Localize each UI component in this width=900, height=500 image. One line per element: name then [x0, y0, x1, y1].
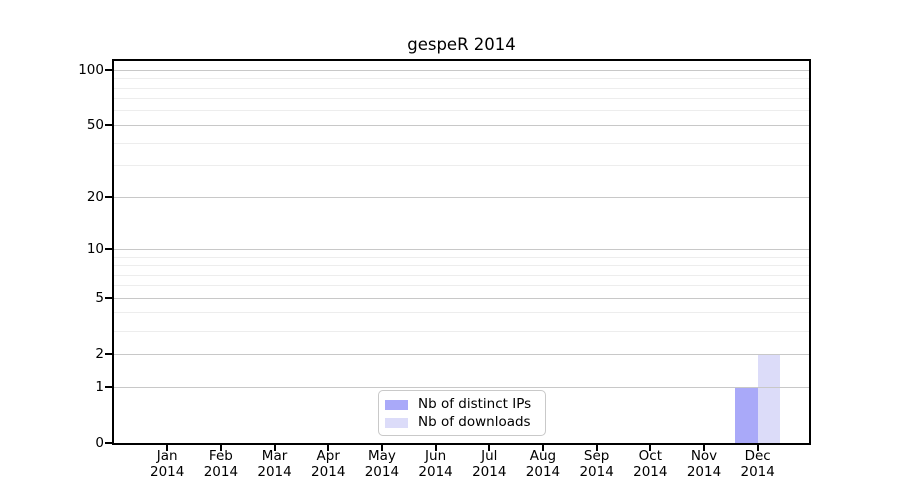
- x-tick-year: 2014: [686, 463, 722, 480]
- gridline-minor-70: [114, 98, 809, 100]
- x-tick-year: 2014: [150, 463, 185, 480]
- gridline-major-50: [114, 124, 809, 126]
- gridline-minor-9: [114, 256, 809, 258]
- gridline-major-10: [114, 248, 809, 250]
- x-tick-year: 2014: [579, 463, 614, 480]
- gridline-minor-60: [114, 110, 809, 112]
- y-tick-label-2: 2: [95, 346, 104, 363]
- legend-swatch-downloads: [385, 417, 408, 428]
- legend-row-distinct-ips: Nb of distinct IPs: [385, 397, 536, 412]
- gridline-minor-8: [114, 265, 809, 266]
- x-tick-month: Apr: [316, 448, 340, 464]
- bar-dec-distinct-ips: [735, 387, 758, 443]
- y-tick-label-100: 100: [78, 62, 104, 79]
- x-tick-label-oct: Oct 2014: [615, 448, 685, 480]
- bar-dec-downloads: [757, 354, 781, 443]
- y-tick-5: [105, 297, 112, 300]
- y-tick-20: [105, 196, 112, 199]
- x-tick-oct: [649, 445, 652, 451]
- x-tick-aug: [541, 445, 544, 451]
- y-tick-label-20: 20: [86, 189, 104, 206]
- x-tick-label-apr: Apr 2014: [293, 448, 363, 480]
- x-tick-year: 2014: [740, 463, 775, 480]
- x-tick-label-jul: Jul 2014: [454, 448, 524, 480]
- x-tick-jul: [488, 445, 491, 451]
- x-tick-month: Sep: [583, 448, 610, 464]
- gridline-major-5: [114, 297, 809, 299]
- x-tick-label-mar: Mar 2014: [240, 448, 310, 480]
- x-tick-month: Dec: [744, 448, 771, 464]
- x-tick-label-may: May 2014: [347, 448, 417, 480]
- x-tick-year: 2014: [257, 463, 292, 480]
- y-tick-1: [105, 386, 112, 388]
- x-tick-nov: [703, 445, 705, 451]
- chart-title: gespeR 2014: [407, 35, 516, 54]
- gridline-minor-80: [114, 87, 809, 89]
- gridline-major-2: [114, 353, 809, 355]
- x-tick-label-nov: Nov 2014: [669, 448, 739, 480]
- x-tick-may: [380, 445, 383, 451]
- y-tick-label-1: 1: [95, 379, 104, 395]
- x-tick-jan: [166, 445, 169, 451]
- y-tick-label-0: 0: [95, 435, 104, 451]
- x-tick-year: 2014: [203, 463, 239, 480]
- x-tick-month: Oct: [638, 448, 662, 464]
- gridline-major-1: [114, 386, 809, 388]
- x-tick-year: 2014: [311, 463, 346, 480]
- x-tick-year: 2014: [633, 463, 668, 480]
- x-tick-year: 2014: [472, 463, 507, 480]
- x-tick-year: 2014: [364, 463, 400, 480]
- y-tick-label-50: 50: [86, 117, 104, 134]
- y-tick-0: [105, 442, 112, 444]
- x-tick-sep: [595, 445, 598, 451]
- x-tick-label-sep: Sep 2014: [562, 448, 632, 480]
- y-tick-10: [105, 248, 112, 251]
- legend-row-downloads: Nb of downloads: [385, 415, 536, 430]
- y-tick-100: [105, 69, 112, 72]
- x-tick-month: Jul: [481, 448, 498, 464]
- gridline-minor-40: [114, 142, 809, 144]
- x-tick-label-jun: Jun 2014: [401, 448, 471, 480]
- gridline-minor-3: [114, 330, 809, 332]
- x-tick-month: Feb: [208, 448, 233, 464]
- x-tick-year: 2014: [525, 463, 561, 480]
- gridline-major-20: [114, 196, 809, 198]
- gridline-minor-4: [114, 312, 809, 314]
- x-tick-month: May: [367, 448, 396, 464]
- x-tick-month: Aug: [529, 448, 557, 464]
- x-tick-label-aug: Aug 2014: [508, 448, 578, 480]
- x-tick-label-dec: Dec 2014: [723, 448, 793, 480]
- x-tick-dec: [756, 445, 759, 451]
- x-tick-feb: [219, 445, 222, 451]
- x-tick-jun: [434, 445, 437, 451]
- y-tick-label-5: 5: [95, 290, 104, 307]
- legend-label: Nb of distinct IPs: [418, 396, 532, 412]
- legend: Nb of distinct IPs Nb of downloads: [378, 390, 546, 436]
- x-tick-month: Nov: [690, 448, 718, 464]
- legend-label: Nb of downloads: [418, 414, 531, 430]
- plot-inner: [114, 61, 809, 443]
- gridline-minor-6: [114, 285, 809, 287]
- x-tick-label-jan: Jan 2014: [132, 448, 202, 480]
- gridline-minor-30: [114, 165, 809, 167]
- x-tick-mar: [273, 445, 276, 451]
- x-tick-month: Jun: [425, 448, 447, 464]
- x-tick-month: Jan: [156, 448, 178, 464]
- legend-swatch-distinct-ips: [385, 399, 408, 410]
- y-tick-2: [105, 353, 112, 356]
- y-tick-50: [105, 124, 112, 127]
- x-tick-label-feb: Feb 2014: [186, 448, 256, 480]
- x-tick-month: Mar: [261, 448, 288, 464]
- plot-area: [112, 59, 811, 445]
- gridline-major-100: [114, 69, 809, 71]
- gridline-minor-90: [114, 78, 809, 80]
- y-tick-label-10: 10: [86, 241, 104, 258]
- x-tick-year: 2014: [418, 463, 453, 480]
- x-tick-apr: [327, 445, 330, 451]
- gridline-minor-7: [114, 274, 809, 276]
